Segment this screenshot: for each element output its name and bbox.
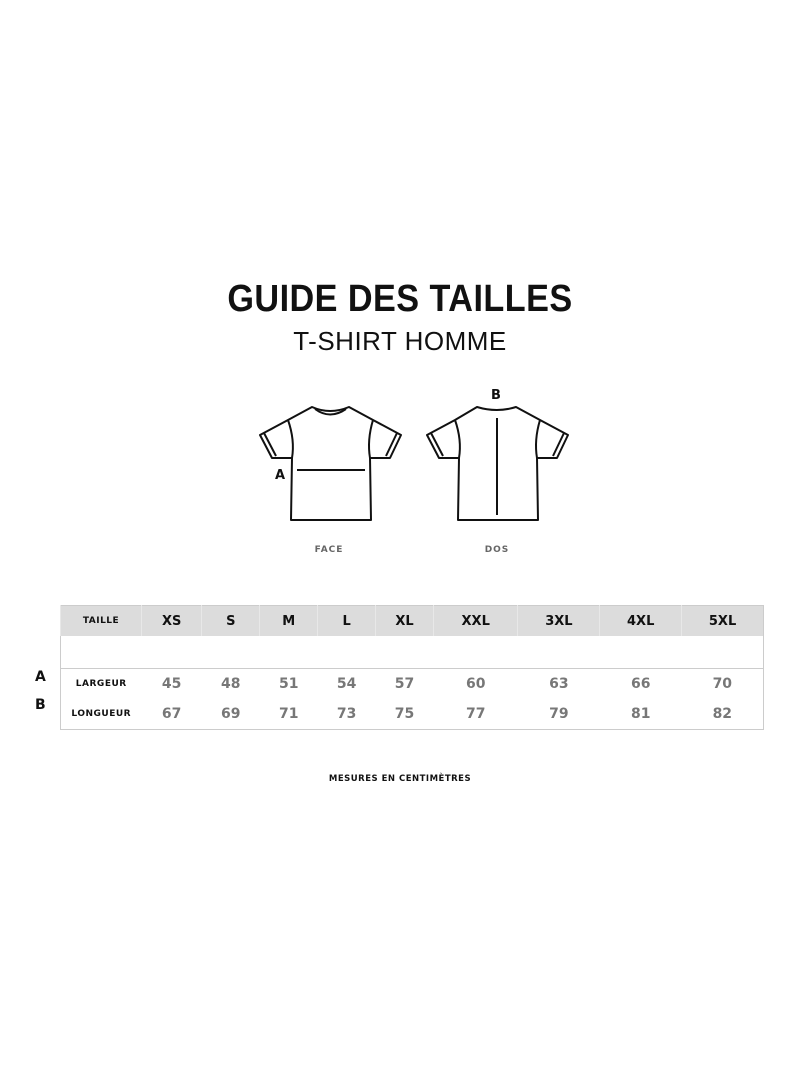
- cell: 82: [712, 706, 733, 722]
- back-caption: DOS: [484, 545, 510, 555]
- header-taille: TAILLE: [60, 605, 142, 636]
- spacer-row: [60, 636, 764, 669]
- size-col: XS: [140, 605, 202, 636]
- cell: 81: [630, 706, 651, 722]
- size-col: XL: [375, 605, 434, 636]
- front-caption: FACE: [314, 545, 344, 555]
- table-row-longueur: LONGUEUR 67 69 71 73 75 77 79 81 82: [61, 699, 764, 730]
- marker-b: B: [491, 388, 501, 403]
- size-col: 5XL: [681, 605, 764, 636]
- cell: 75: [394, 706, 415, 722]
- cell: 77: [465, 706, 486, 722]
- cell: 79: [549, 706, 569, 722]
- size-header-row: TAILLE XS S M L XL XXL 3XL 4XL 5XL: [60, 605, 764, 636]
- cell: 70: [712, 676, 733, 692]
- size-col: L: [317, 605, 376, 636]
- size-table: TAILLE XS S M L XL XXL 3XL 4XL 5XL LARGE…: [60, 605, 764, 730]
- size-col: S: [201, 605, 260, 636]
- tshirt-back-diagram: B: [426, 388, 569, 521]
- size-col: 3XL: [517, 605, 600, 636]
- row-label: LONGUEUR: [71, 709, 132, 719]
- units-note: MESURES EN CENTIMÈTRES: [328, 774, 472, 784]
- row-key-a: A: [35, 669, 46, 685]
- cell: 63: [549, 676, 569, 692]
- page-subtitle: T-SHIRT HOMME: [293, 326, 507, 356]
- page-title: GUIDE DES TAILLES: [227, 278, 573, 320]
- size-col: M: [259, 605, 318, 636]
- row-label: LARGEUR: [75, 679, 127, 689]
- cell: 73: [336, 706, 357, 722]
- tshirt-front-diagram: A: [259, 406, 402, 521]
- cell: 48: [221, 676, 241, 692]
- table-row-largeur: LARGEUR 45 48 51 54 57 60 63 66 70: [61, 669, 764, 700]
- row-key-b: B: [35, 697, 46, 713]
- cell: 66: [630, 676, 651, 692]
- cell: 54: [336, 676, 357, 692]
- marker-a: A: [275, 468, 285, 483]
- cell: 51: [278, 676, 299, 692]
- size-col: XXL: [432, 605, 518, 636]
- cell: 67: [161, 706, 182, 722]
- size-col: 4XL: [599, 605, 682, 636]
- cell: 71: [278, 706, 299, 722]
- cell: 45: [161, 676, 182, 692]
- cell: 69: [221, 706, 241, 722]
- cell: 57: [394, 676, 415, 692]
- cell: 60: [465, 676, 486, 692]
